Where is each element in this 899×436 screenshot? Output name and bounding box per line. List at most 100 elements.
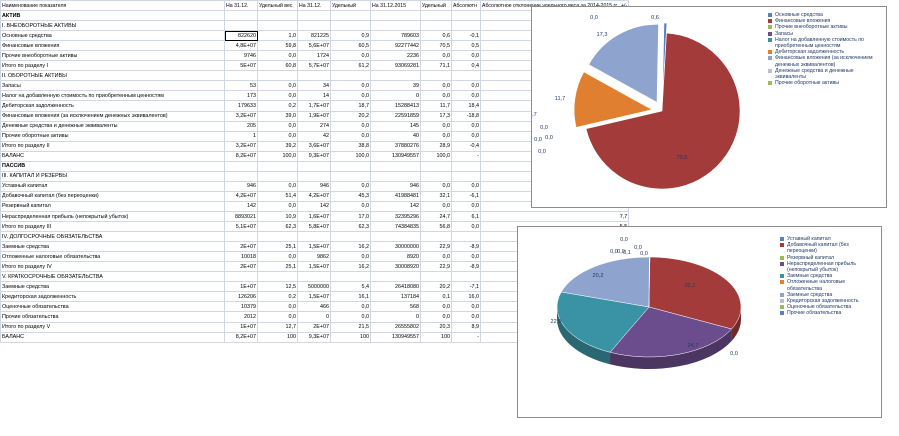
value-cell[interactable]: 0,0 <box>257 80 298 92</box>
value-cell[interactable]: 22,9 <box>420 261 452 273</box>
value-cell[interactable]: -7,1 <box>451 281 481 293</box>
value-cell[interactable]: 6,1 <box>451 210 481 223</box>
value-cell[interactable]: 15288413 <box>370 100 421 112</box>
row-label-cell[interactable]: БАЛАНС <box>0 150 225 162</box>
value-cell[interactable]: 946 <box>224 180 258 192</box>
row-label-cell[interactable]: Налог на добавленную стоимость по приобр… <box>0 90 225 102</box>
row-label-cell[interactable]: БАЛАНС <box>0 331 225 343</box>
row-label-cell[interactable]: Нераспределенная прибыль (непокрытый убы… <box>0 210 225 223</box>
assets-pie-chart[interactable]: 0,670,511,717,30,0-21,70,00,00,00,0 Осно… <box>524 6 887 208</box>
value-cell[interactable]: -6,1 <box>451 190 481 202</box>
value-cell[interactable] <box>297 170 331 182</box>
value-cell[interactable] <box>297 231 331 243</box>
value-cell[interactable]: 130949557 <box>370 331 421 343</box>
value-cell[interactable]: 25,1 <box>257 261 298 273</box>
row-label-cell[interactable]: Запасы <box>0 80 225 92</box>
legend-item[interactable]: Заемные средства <box>780 273 880 279</box>
value-cell[interactable]: 62,3 <box>330 221 371 233</box>
value-cell[interactable]: 100,0 <box>420 150 452 162</box>
value-cell[interactable]: 9,3Е+07 <box>297 331 331 343</box>
value-cell[interactable]: 39 <box>370 80 421 92</box>
value-cell[interactable]: 22591859 <box>370 110 421 122</box>
value-cell[interactable]: 5,4 <box>330 281 371 293</box>
value-cell[interactable]: 60,5 <box>330 40 371 52</box>
value-cell[interactable]: 1,9Е+07 <box>297 110 331 122</box>
value-cell[interactable]: 100,0 <box>330 150 371 162</box>
value-cell[interactable] <box>420 170 452 182</box>
value-cell[interactable]: 0,0 <box>257 311 298 323</box>
value-cell[interactable]: 0,5 <box>451 40 481 52</box>
value-cell[interactable]: 100 <box>330 331 371 343</box>
row-label-cell[interactable]: III. КАПИТАЛ И РЕЗЕРВЫ <box>0 170 225 182</box>
value-cell[interactable]: 12,7 <box>257 321 298 333</box>
value-cell[interactable]: 60,8 <box>257 60 298 72</box>
value-cell[interactable]: 0,0 <box>420 90 452 102</box>
value-cell[interactable] <box>370 170 421 182</box>
column-header[interactable]: Удельный <box>330 0 371 12</box>
value-cell[interactable]: 5000000 <box>297 281 331 293</box>
pie-slice[interactable] <box>573 71 653 128</box>
value-cell[interactable]: 0,0 <box>420 311 452 323</box>
value-cell[interactable]: 0,0 <box>257 180 298 192</box>
value-cell[interactable]: 142 <box>297 200 331 212</box>
value-cell[interactable]: 22,9 <box>420 241 452 253</box>
value-cell[interactable]: 822620 <box>224 30 258 42</box>
value-cell[interactable]: 2012 <box>224 311 258 323</box>
value-cell[interactable] <box>370 231 421 243</box>
value-cell[interactable]: 41988481 <box>370 190 421 202</box>
pie-slice[interactable] <box>560 256 650 308</box>
value-cell[interactable]: 11,7 <box>420 100 452 112</box>
value-cell[interactable] <box>451 20 481 32</box>
value-cell[interactable]: 0,0 <box>330 90 371 102</box>
value-cell[interactable]: 0,0 <box>451 311 481 323</box>
value-cell[interactable]: 0,0 <box>451 50 481 62</box>
row-label-cell[interactable]: Прочие обязательства <box>0 311 225 323</box>
column-header[interactable]: На 31.12.2015 <box>370 0 421 12</box>
value-cell[interactable]: 10018 <box>224 251 258 263</box>
value-cell[interactable]: 16,1 <box>330 291 371 303</box>
value-cell[interactable] <box>370 160 421 172</box>
value-cell[interactable]: 25,1 <box>257 241 298 253</box>
legend-item[interactable]: Резервный капитал <box>780 255 880 261</box>
value-cell[interactable]: 0,0 <box>330 200 371 212</box>
value-cell[interactable]: 0,0 <box>420 130 452 142</box>
value-cell[interactable]: 0,0 <box>257 50 298 62</box>
value-cell[interactable]: 0,1 <box>420 291 452 303</box>
value-cell[interactable]: 51,4 <box>257 190 298 202</box>
value-cell[interactable]: 8893021 <box>224 210 258 223</box>
value-cell[interactable]: 1 <box>224 130 258 142</box>
value-cell[interactable]: 100 <box>257 331 298 343</box>
value-cell[interactable]: 1,5Е+07 <box>297 291 331 303</box>
column-header[interactable]: Удельный <box>420 0 452 12</box>
value-cell[interactable]: 14 <box>297 90 331 102</box>
row-label-cell[interactable]: ПАССИВ <box>0 160 225 172</box>
value-cell[interactable]: -0,4 <box>451 140 481 152</box>
value-cell[interactable]: 0,2 <box>257 100 298 112</box>
value-cell[interactable] <box>420 271 452 283</box>
value-cell[interactable]: 0,0 <box>420 301 452 313</box>
value-cell[interactable] <box>420 10 452 22</box>
value-cell[interactable]: 0,0 <box>257 90 298 102</box>
value-cell[interactable] <box>297 160 331 172</box>
value-cell[interactable]: 1Е+07 <box>224 281 258 293</box>
value-cell[interactable]: 0,0 <box>257 200 298 212</box>
value-cell[interactable]: 92277442 <box>370 40 421 52</box>
value-cell[interactable] <box>370 70 421 82</box>
value-cell[interactable]: 179633 <box>224 100 258 112</box>
row-label-cell[interactable]: Кредиторская задолженность <box>0 291 225 303</box>
value-cell[interactable]: -8,9 <box>451 241 481 253</box>
value-cell[interactable] <box>224 170 258 182</box>
pie-slice[interactable] <box>648 256 742 330</box>
value-cell[interactable]: 0,0 <box>257 251 298 263</box>
value-cell[interactable]: 0,0 <box>451 80 481 92</box>
value-cell[interactable]: 38,8 <box>330 140 371 152</box>
value-cell[interactable]: - <box>451 331 481 343</box>
legend-item[interactable]: Финансовые вложения <box>768 18 884 24</box>
value-cell[interactable]: 61,2 <box>330 60 371 72</box>
value-cell[interactable] <box>330 170 371 182</box>
row-label-cell[interactable]: Финансовые вложения (за исключением дене… <box>0 110 225 122</box>
value-cell[interactable]: - <box>451 150 481 162</box>
row-label-cell[interactable]: Итого по разделу III <box>0 221 225 233</box>
value-cell[interactable]: 0,0 <box>257 130 298 142</box>
value-cell[interactable]: 16,2 <box>330 261 371 273</box>
